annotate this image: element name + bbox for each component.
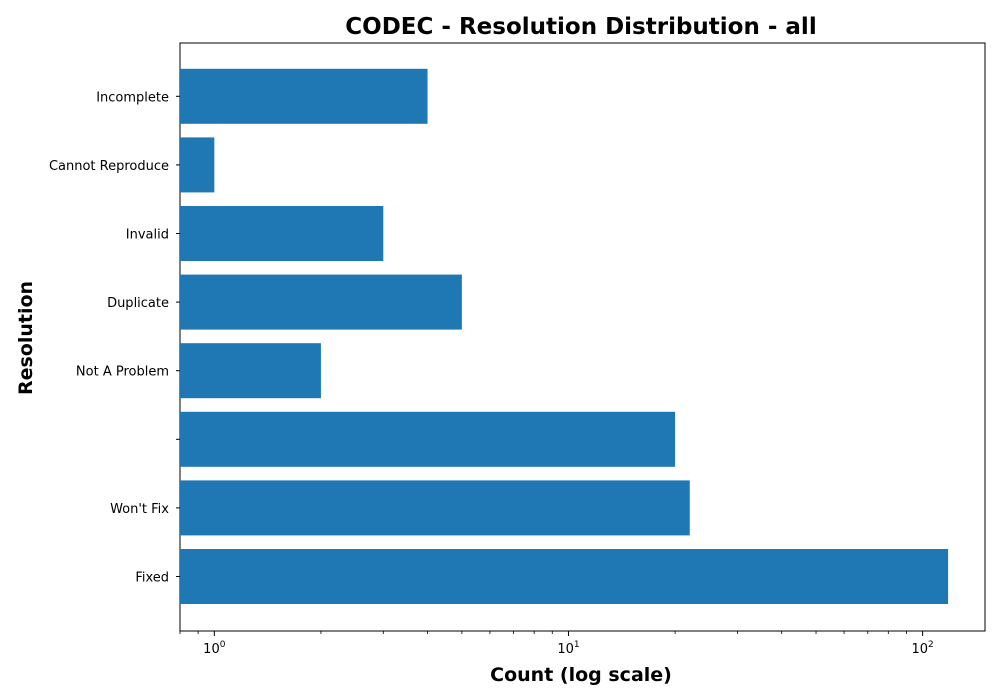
bar	[180, 274, 462, 330]
y-tick-label: Fixed	[135, 571, 169, 586]
bar	[180, 480, 690, 536]
x-tick-label: 101	[557, 640, 579, 657]
y-tick-label: Incomplete	[96, 90, 169, 105]
y-tick-label: Not A Problem	[76, 365, 169, 380]
plot-area: Fixed Won't Fix Not A Problem Duplicate Inva…	[49, 42, 986, 657]
x-axis-title: Count (log scale)	[490, 664, 672, 686]
y-axis-title: Resolution	[15, 281, 37, 395]
bar	[180, 549, 949, 604]
x-tick-label: 100	[203, 640, 226, 657]
bar	[180, 206, 384, 261]
x-tick-label: 102	[911, 640, 933, 657]
y-tick-label: Cannot Reproduce	[49, 159, 169, 174]
bar	[180, 343, 321, 399]
plot-frame	[179, 42, 986, 632]
y-tick-label: Won't Fix	[110, 502, 169, 517]
bar	[180, 411, 676, 467]
y-tick-label: Duplicate	[107, 296, 169, 311]
chart-title: CODEC - Resolution Distribution - all	[345, 14, 816, 40]
bar	[180, 68, 428, 124]
y-tick-label: Invalid	[126, 228, 169, 243]
bar	[180, 137, 215, 193]
